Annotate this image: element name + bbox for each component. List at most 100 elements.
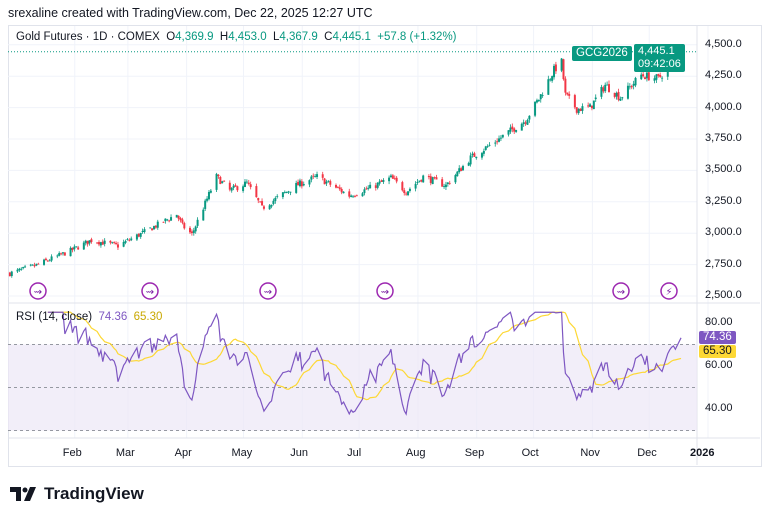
candle-body [259,201,262,203]
candle-body [509,127,512,132]
candle-body [560,58,563,71]
candle-body [640,74,643,80]
candle-body [323,178,326,185]
last-price: 4,445.1 [638,45,675,57]
candle-body [115,243,118,244]
candle-body [336,186,339,188]
candle-body [283,192,286,193]
candle-body [630,86,633,88]
candle-body [168,220,171,222]
candle-body [484,146,487,150]
candle-body [166,219,169,221]
candle-body [342,191,345,194]
candle-body [653,78,656,81]
candle-body [647,72,650,81]
candle-body [369,184,372,189]
candle-body [431,177,434,185]
candle-body [553,65,556,78]
candle-body [192,230,195,234]
candle-body [441,179,444,187]
candle-body [454,175,457,183]
price-tick-label: 3,000.0 [705,226,742,239]
candle-body [50,256,53,261]
candle-body [314,176,317,177]
candle-body [170,217,173,221]
candle-body [566,92,569,95]
dividend-arrow-icon [141,282,159,300]
candle-body [325,181,328,184]
candle-body [111,242,114,244]
candle-body [613,92,616,97]
candle-body [458,168,461,173]
candle-body [24,266,27,268]
candle-body [535,100,538,103]
candle-body [194,226,197,232]
candle-body [75,246,78,248]
candle-body [391,175,394,179]
candle-body [363,189,366,194]
price-tick-label: 2,500.0 [705,289,742,301]
candle-body [471,153,474,155]
candle-body [539,94,542,100]
candle-body [181,219,184,223]
candle-body [513,128,516,132]
time-tick-label: Sep [464,447,485,459]
candle-body [245,181,248,183]
candle-body [602,87,605,92]
candle-body [154,225,157,228]
lightning-icon-glyph: ⚡ [665,287,672,298]
candle-body [340,188,343,193]
candle-body [221,181,224,184]
candle-body [297,181,300,186]
rsi-tick-label: 60.00 [705,359,733,371]
candle-body [61,252,64,254]
candle-body [300,181,303,187]
candle-body [223,180,226,182]
candle-body [416,181,419,183]
rsi-legend-value: 74.36 [98,311,128,323]
candle-body [378,181,381,184]
candle-body [494,142,497,144]
candle-body [219,176,222,185]
candle-body [84,240,87,244]
tradingview-logo[interactable]: TradingView [10,484,144,504]
candle-body [56,255,59,257]
candle-body [207,191,210,200]
candle-body [257,198,260,201]
candle-body [232,185,235,188]
candle-body [183,223,186,229]
candle-body [179,218,182,221]
candle-body [289,191,292,193]
dividend-arrow-icon [376,282,394,300]
candle-body [499,137,502,139]
candle-body [619,98,622,101]
candle-body [401,182,404,191]
price-tick-label: 4,500.0 [705,37,742,50]
candle-body [460,168,463,172]
time-tick-label: Jun [290,447,309,459]
chart-frame [8,25,762,467]
dividend-arrow-icon-glyph: ⇝ [34,287,42,298]
candle-body [592,100,595,110]
brand-name: TradingView [44,484,144,503]
candle-body [626,85,629,99]
candle-body [177,215,180,219]
candle-body [422,175,425,183]
candle-body [204,200,207,209]
candle-body [549,79,552,81]
candle-body [228,182,231,190]
time-tick-label: Aug [405,447,426,459]
candle-body [86,240,89,245]
candle-body [272,200,275,204]
candle-body [44,258,47,261]
candle-body [348,191,351,197]
candle-body [501,134,504,138]
candle-body [551,76,554,81]
candle-body [37,263,40,265]
candle-body [202,209,205,221]
candle-body [350,195,353,198]
rsi-value-badge: 74.36 [699,331,736,344]
candle-body [655,74,658,80]
candle-body [285,191,288,193]
